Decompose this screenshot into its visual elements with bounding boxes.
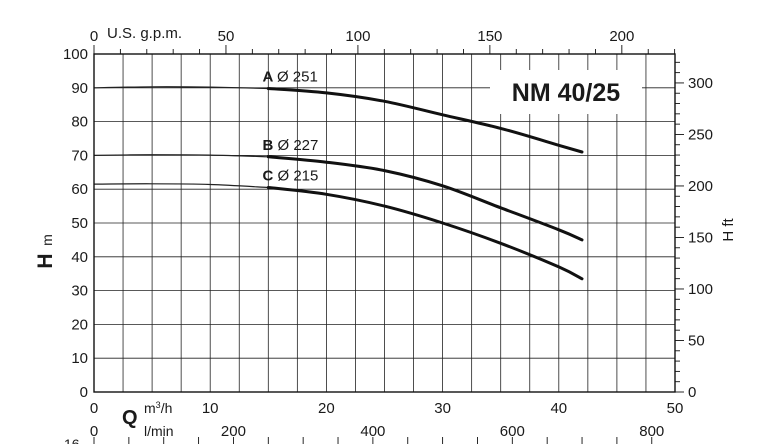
y-tick-label: 40 [71,249,88,266]
curve-a [266,87,584,154]
x-tick-label: 10 [202,400,219,417]
right-tick-label: 250 [688,126,713,143]
x-axis-unit-m3h: m3/h [144,400,172,416]
top-axis-label: U.S. g.p.m. [107,25,182,42]
right-tick-label: 150 [688,229,713,246]
curve-c-low-flow [93,183,269,189]
x-tick-label: 30 [434,400,451,417]
y-tick-label: 100 [63,46,88,63]
axis-ticks [93,45,684,444]
y-axis-label: H [34,253,57,268]
curve-label-a: A Ø 251 [262,68,317,85]
x-tick-label: 40 [550,400,567,417]
performance-curves [93,86,584,281]
x-axis-label: Q [122,407,138,429]
lmin-tick-label: 600 [500,423,525,440]
y-axis-unit: m [39,234,55,246]
top-tick-label: 0 [90,28,98,45]
y-tick-label: 70 [71,147,88,164]
right-tick-label: 100 [688,281,713,298]
lmin-tick-label: 800 [639,423,664,440]
top-tick-label: 200 [609,28,634,45]
x-tick-label: 0 [90,400,98,417]
top-tick-label: 150 [477,28,502,45]
y-tick-label: 60 [71,181,88,198]
y-tick-label: 30 [71,283,88,300]
chart-title-box: NM 40/25 [490,70,642,114]
top-tick-label: 100 [345,28,370,45]
curve-b-low-flow [93,154,269,158]
grid [94,54,675,392]
right-tick-label: 50 [688,332,705,349]
x-tick-label: 20 [318,400,335,417]
x-axis-unit-lmin: l/min [144,423,174,439]
lmin-tick-label: 200 [221,423,246,440]
top-tick-label: 50 [218,28,235,45]
curve-a-low-flow [93,86,269,90]
x-tick-label: 50 [667,400,684,417]
y-tick-label: 50 [71,215,88,232]
curve-b [266,155,584,242]
lmin-tick-label: 0 [90,423,98,440]
y-tick-label: 20 [71,316,88,333]
right-axis-label: H ft [720,218,737,242]
chart-title: NM 40/25 [512,79,620,107]
curve-c [266,186,584,281]
y-tick-label: 10 [71,350,88,367]
right-tick-label: 0 [688,384,696,401]
y-tick-label: 80 [71,114,88,131]
right-tick-label: 300 [688,75,713,92]
y-tick-label: 0 [80,384,88,401]
curve-label-b: B Ø 227 [262,137,318,154]
y-tick-label: 90 [71,80,88,97]
lmin-tick-label: 400 [360,423,385,440]
right-tick-label: 200 [688,178,713,195]
bottom-cut-label: 16 [64,436,80,444]
curve-label-c: C Ø 215 [262,168,318,185]
